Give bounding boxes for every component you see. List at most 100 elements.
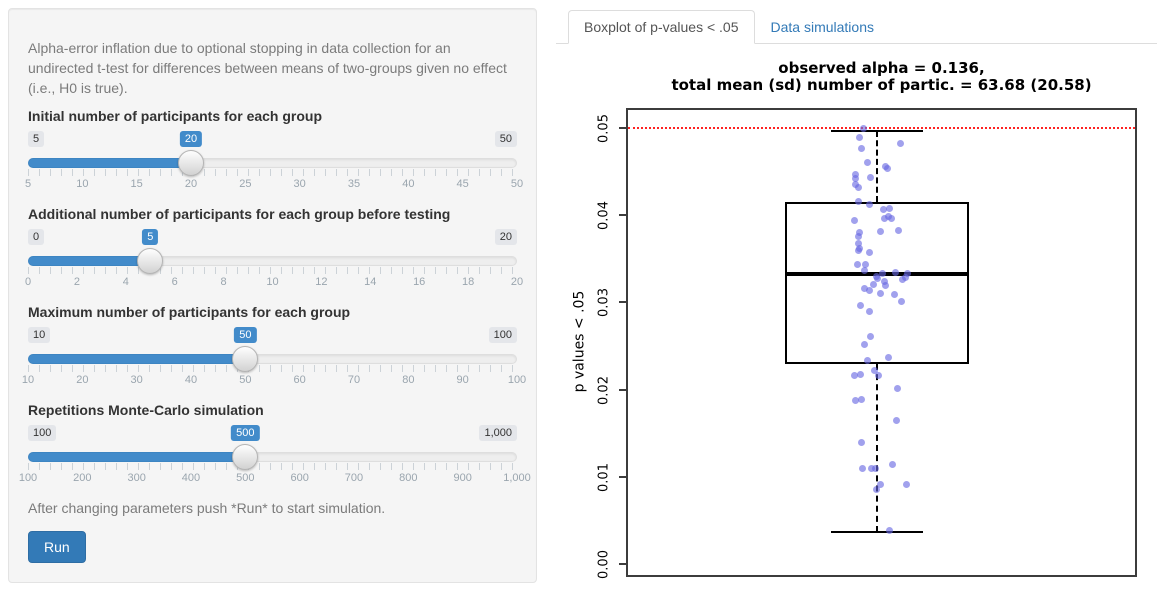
data-point <box>865 286 873 294</box>
slider-tick-label: 18 <box>461 276 475 288</box>
run-instruction-note: After changing parameters push *Run* to … <box>28 500 386 516</box>
slider-tick-label: 10 <box>266 276 279 288</box>
data-point <box>851 175 859 183</box>
slider-grid-ticks <box>28 365 517 372</box>
slider-tick-label: 15 <box>130 178 143 190</box>
slider-grid-ticks <box>28 169 517 176</box>
y-axis-tick <box>619 475 628 478</box>
data-point <box>856 371 864 379</box>
slider-tick-label: 40 <box>184 374 198 386</box>
data-point <box>850 216 858 224</box>
slider-max-badge: 100 <box>488 327 517 343</box>
range-slider: 5 50 20 5 10 15 20 25 30 35 40 45 50 <box>24 131 523 190</box>
data-point <box>860 266 868 274</box>
slider-grid: 10 20 30 40 50 60 70 80 90 100 <box>22 365 526 386</box>
y-axis-tick-label: 0.00 <box>596 550 612 579</box>
slider-value-badge: 500 <box>231 425 260 441</box>
slider-tick-label: 25 <box>239 178 252 190</box>
slider-label: Maximum number of participants for each … <box>28 304 351 320</box>
data-point <box>888 461 896 469</box>
data-point <box>855 134 863 142</box>
slider-tick-label: 100 <box>18 472 38 484</box>
data-point <box>867 464 875 472</box>
data-point <box>851 170 859 178</box>
data-point <box>857 395 865 403</box>
slider-grid: 5 10 15 20 25 30 35 40 45 50 <box>24 169 523 190</box>
data-point <box>876 481 884 489</box>
slider-grid-ticks <box>28 463 517 470</box>
data-point <box>884 353 892 361</box>
slider-handle[interactable] <box>232 346 259 372</box>
slider-tick-label: 6 <box>171 276 178 288</box>
slider-tick-label: 30 <box>130 374 143 386</box>
data-point <box>896 140 904 148</box>
slider-tick-label: 35 <box>347 178 361 190</box>
plot-frame: 0.00 0.01 0.02 0.03 0.04 0.05 <box>597 108 1137 579</box>
slider-tick-label: 30 <box>293 178 306 190</box>
boxplot-iqr-box <box>785 202 969 365</box>
slider-tick-label: 16 <box>413 276 426 288</box>
data-point <box>897 298 905 306</box>
slider-label: Initial number of participants for each … <box>28 108 323 124</box>
data-point <box>872 485 880 493</box>
slider-tick-label: 90 <box>456 374 469 386</box>
data-point <box>865 201 873 209</box>
data-point <box>856 301 864 309</box>
slider-handle[interactable] <box>137 248 164 274</box>
slider-bar <box>28 354 246 364</box>
data-point <box>879 205 887 213</box>
slider-tick-label: 900 <box>453 472 472 484</box>
slider-value-badge: 20 <box>179 131 203 147</box>
slider-min-badge: 0 <box>28 229 45 245</box>
chart-title-line1: observed alpha = 0.136, <box>778 59 985 77</box>
tab-data-simulations[interactable]: Data simulations <box>770 19 875 35</box>
slider-tick-label: 60 <box>293 374 306 386</box>
slider-tick-label: 12 <box>315 276 328 288</box>
y-axis-tick-label: 0.01 <box>596 462 612 492</box>
data-point <box>892 417 900 425</box>
data-point <box>851 397 859 405</box>
data-point <box>885 527 893 535</box>
slider-tick-label: 500 <box>236 472 255 484</box>
y-axis-tick-label: 0.04 <box>596 201 612 231</box>
data-point <box>890 291 898 299</box>
slider-tick-label: 80 <box>402 374 415 386</box>
data-point <box>863 357 871 365</box>
data-point <box>881 282 889 290</box>
slider-tick-label: 10 <box>76 178 89 190</box>
data-point <box>880 277 888 285</box>
data-point <box>865 307 873 315</box>
slider-handle[interactable] <box>177 150 204 176</box>
data-point <box>854 240 862 248</box>
data-point <box>854 183 862 191</box>
slider-tick-label: 5 <box>24 178 32 190</box>
data-point <box>858 465 866 473</box>
slider-min-badge: 100 <box>28 425 57 441</box>
slider-grid: 0 2 4 6 8 10 12 14 16 18 20 <box>25 267 523 288</box>
y-axis-tick <box>619 563 628 565</box>
main-panel: Boxplot of p-values < .05 Data simulatio… <box>556 8 1157 597</box>
data-point <box>874 372 882 380</box>
data-point <box>873 275 881 283</box>
slider-initial-participants: Initial number of participants for each … <box>24 108 523 190</box>
data-point <box>870 366 878 374</box>
slider-tick-label: 700 <box>344 472 364 484</box>
data-point <box>883 165 891 173</box>
data-point <box>850 372 858 380</box>
y-axis-title: p values < .05 <box>571 290 588 393</box>
data-point <box>891 269 899 277</box>
run-button[interactable]: Run <box>28 531 86 563</box>
alpha-reference-line <box>628 127 1135 129</box>
slider-bar <box>28 158 191 168</box>
sidebar-panel: Alpha-error inflation due to optional st… <box>8 8 537 583</box>
slider-handle[interactable] <box>232 444 259 470</box>
slider-tick-label: 400 <box>181 472 201 484</box>
slider-grid-ticks <box>28 267 517 274</box>
slider-value-badge: 5 <box>142 229 159 245</box>
tab-boxplot[interactable]: Boxplot of p-values < .05 <box>568 10 755 44</box>
slider-value-badge: 50 <box>234 327 257 343</box>
slider-tick-label: 4 <box>122 276 129 288</box>
lower-whisker-line <box>876 364 878 532</box>
slider-tick-label: 2 <box>73 276 80 288</box>
slider-tick-label: 45 <box>456 178 469 190</box>
